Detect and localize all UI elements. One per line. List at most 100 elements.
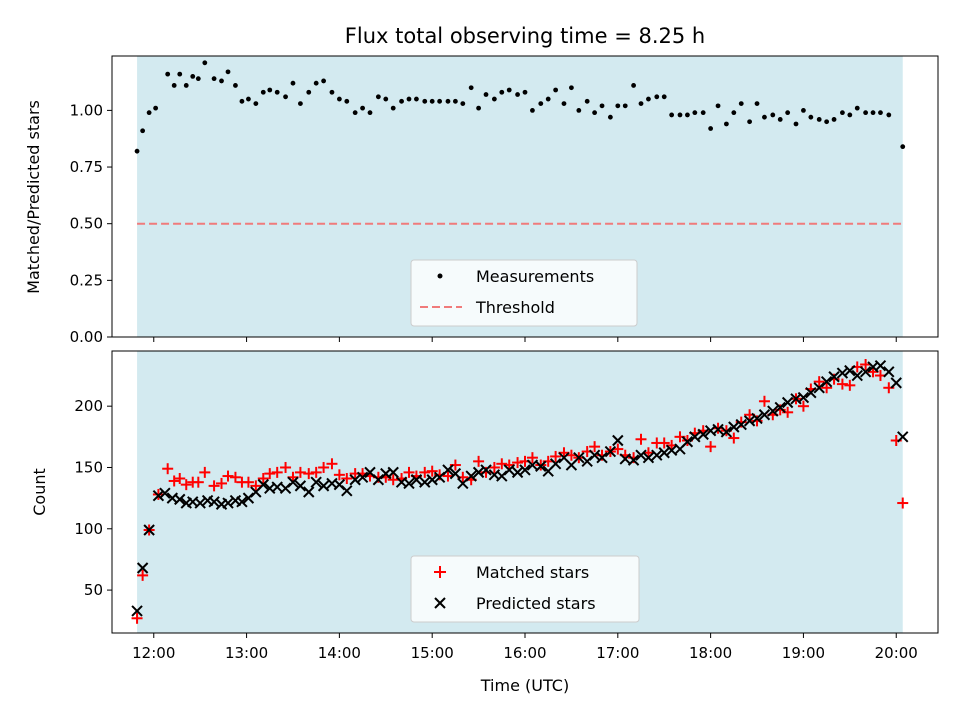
measurement-point (321, 78, 327, 84)
measurement-point (468, 85, 474, 91)
measurement-point (538, 101, 544, 106)
measurement-point (631, 83, 636, 88)
predicted-star-point (341, 485, 353, 497)
predicted-star-point (743, 415, 756, 427)
measurement-point (290, 80, 296, 86)
matched-star-point (758, 395, 770, 407)
predicted-star-point (287, 476, 299, 488)
x-tick-label: 12:00 (132, 644, 175, 662)
measurement-point (499, 89, 505, 95)
top-x-axis-ticks (153, 337, 897, 342)
measurement-point (202, 60, 208, 66)
matched-stars-legend-label: Matched stars (476, 563, 589, 582)
top-legend-box (410, 259, 638, 327)
predicted-star-point (143, 524, 155, 536)
x-tick-label: 17:00 (596, 644, 639, 662)
y-tick-label: 100 (74, 520, 103, 538)
measurement-point (700, 110, 706, 116)
matched-star-point (208, 480, 220, 492)
matched-star-point (310, 466, 322, 478)
x-tick-label: 13:00 (225, 644, 268, 662)
predicted-star-point (356, 471, 369, 483)
bottom-plot-frame (111, 350, 939, 634)
matched-star-point (705, 441, 717, 453)
measurement-point (452, 98, 458, 104)
predicted-star-point (781, 396, 794, 409)
predicted-star-point (890, 377, 902, 389)
measurement-point (190, 73, 196, 79)
measurement-point (260, 89, 266, 95)
matched-star-point (813, 376, 825, 388)
measurement-point (661, 94, 667, 100)
matched-star-point (821, 382, 833, 394)
matched-star-point (387, 474, 399, 486)
measurement-point (375, 94, 381, 100)
measurement-point (816, 117, 822, 122)
measurement-point (177, 71, 183, 77)
predicted-star-point (681, 436, 694, 448)
measurement-point (561, 101, 567, 106)
matched-star-point (257, 473, 269, 485)
predicted-star-point (874, 360, 887, 372)
matched-star-point (836, 378, 848, 390)
measurement-point (344, 98, 350, 104)
predicted-star-point (627, 454, 640, 466)
measurement-point (219, 78, 224, 84)
predicted-star-point (387, 466, 399, 479)
measurement-point (638, 101, 644, 106)
predicted-star-point (410, 474, 423, 486)
y-tick-label: 50 (84, 581, 103, 599)
matched-star-point (168, 475, 180, 487)
measurement-point (824, 119, 830, 125)
measurement-point (762, 114, 767, 120)
ratio-panel: 0.00 0.25 0.50 0.75 1.00 Matched/Predicted s… (24, 55, 939, 346)
y-tick-label: 0.25 (70, 271, 103, 289)
measurement-point (352, 110, 358, 116)
predicted-star-point (403, 477, 415, 490)
matched-star-point (728, 432, 740, 444)
predicted-star-point (751, 412, 763, 425)
y-tick-label: 0.75 (70, 158, 103, 176)
matched-star-point (496, 458, 508, 470)
measurement-point (298, 101, 303, 106)
measurement-point (584, 98, 590, 104)
predicted-star-point (844, 364, 856, 377)
y-tick-label: 1.00 (70, 101, 103, 119)
measurement-point (506, 87, 512, 93)
predicted-star-point (465, 470, 477, 482)
x-tick-label: 20:00 (875, 644, 918, 662)
predicted-star-point (511, 466, 524, 479)
measurement-point (171, 83, 177, 88)
matched-star-point (180, 479, 192, 491)
measurement-point (406, 96, 412, 102)
matched-star-point (797, 400, 809, 412)
predicted-star-point (735, 418, 747, 431)
measurement-point (685, 112, 690, 118)
matched-star-point (271, 466, 283, 478)
measurement-point (399, 98, 404, 104)
measurement-point (569, 85, 574, 91)
measurement-point (483, 92, 489, 97)
matched-star-point (303, 468, 315, 480)
predicted-star-point (588, 449, 601, 461)
matched-star-point (264, 468, 276, 480)
measurement-point (731, 110, 737, 116)
predicted-star-point (131, 605, 143, 617)
measurement-point (239, 98, 245, 104)
predicted-star-point (697, 428, 709, 441)
predicted-star-point (303, 486, 315, 498)
predicted-star-point (503, 464, 515, 476)
predicted-star-point (612, 434, 624, 447)
measurement-point (592, 110, 598, 116)
measurement-point (723, 121, 729, 127)
predicted-star-point (820, 375, 833, 388)
predicted-star-point (152, 489, 165, 502)
measurement-point (211, 76, 217, 82)
measurement-point (900, 144, 906, 150)
predicted-star-point (472, 466, 485, 479)
predicted-star-point (349, 474, 361, 486)
measurement-point (360, 105, 365, 111)
measurement-point (677, 112, 683, 118)
predicted-star-point (728, 421, 740, 433)
measurement-point (646, 96, 651, 102)
